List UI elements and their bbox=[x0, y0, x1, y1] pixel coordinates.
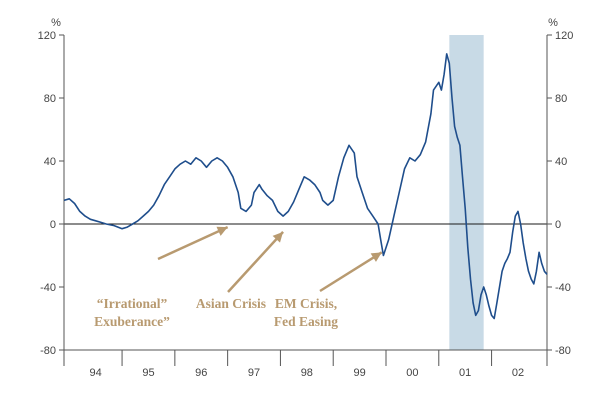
y-tick-label-right: -80 bbox=[555, 345, 571, 357]
x-tick-label: 95 bbox=[142, 367, 154, 379]
y-tick-label-left: 120 bbox=[38, 30, 56, 42]
y-tick-label-right: 120 bbox=[555, 30, 573, 42]
annotation-arrowhead bbox=[216, 226, 228, 236]
annotation-arrow bbox=[157, 226, 229, 261]
series-line bbox=[63, 53, 548, 320]
x-tick-label: 01 bbox=[459, 367, 471, 379]
annotation-text: Asian Crisis bbox=[196, 296, 266, 311]
y-tick-label-right: 0 bbox=[555, 219, 561, 231]
y-tick-label-left: 40 bbox=[44, 156, 56, 168]
y-tick-label-right: 80 bbox=[555, 93, 567, 105]
x-tick-label: 96 bbox=[195, 367, 207, 379]
recession-shading bbox=[449, 35, 484, 350]
x-tick-label: 98 bbox=[301, 367, 313, 379]
y-tick-label-right: -40 bbox=[555, 282, 571, 294]
x-tick-label: 99 bbox=[353, 367, 365, 379]
y-tick-label-left: 0 bbox=[50, 219, 56, 231]
y-axis-label-right: % bbox=[548, 17, 558, 29]
annotation-text: EM Crisis, bbox=[275, 296, 337, 311]
y-tick-label-left: 80 bbox=[44, 93, 56, 105]
annotation-text: “Irrational” bbox=[97, 296, 168, 311]
y-tick-label-left: -40 bbox=[40, 282, 56, 294]
annotation-arrowhead bbox=[272, 231, 284, 243]
x-tick-label: 94 bbox=[90, 367, 102, 379]
annotation-text: Fed Easing bbox=[274, 314, 338, 329]
annotations-layer: “Irrational” Exuberance” Asian Crisis EM Cr… bbox=[94, 226, 383, 329]
x-tick-label: 02 bbox=[512, 367, 524, 379]
annotation-arrow bbox=[319, 251, 383, 293]
y-tick-label-left: -80 bbox=[40, 345, 56, 357]
x-tick-label: 97 bbox=[248, 367, 260, 379]
y-tick-label-right: 40 bbox=[555, 156, 567, 168]
y-axis-label-left: % bbox=[51, 17, 61, 29]
annotation-arrowhead bbox=[370, 252, 382, 262]
annotation-arrow bbox=[227, 231, 284, 293]
annotation-text: Exuberance” bbox=[94, 314, 170, 329]
x-tick-label: 00 bbox=[406, 367, 418, 379]
